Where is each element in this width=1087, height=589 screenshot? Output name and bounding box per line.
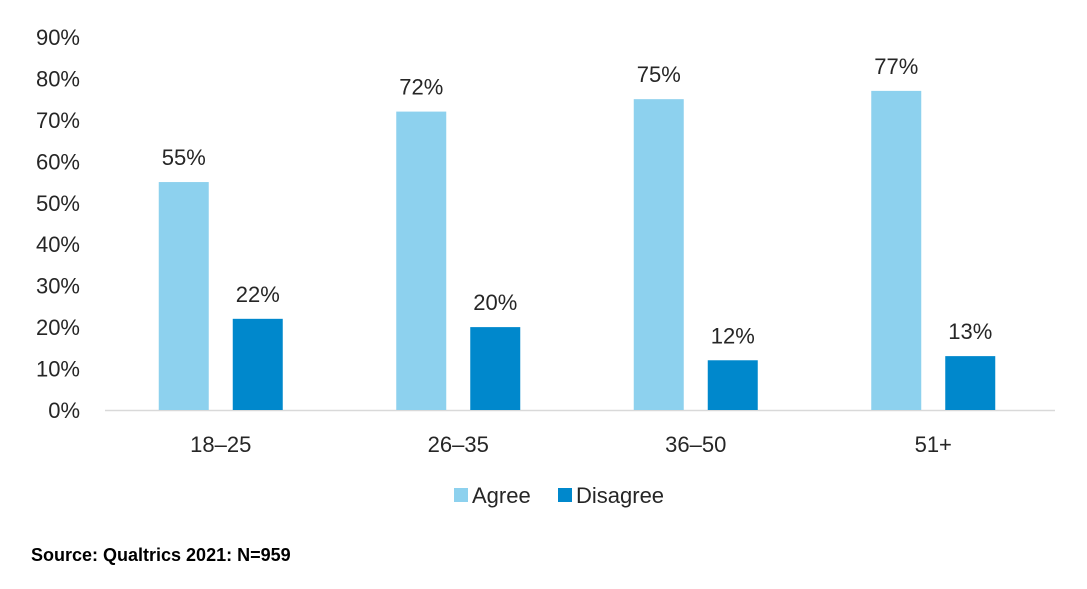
bar-agree bbox=[396, 111, 447, 410]
legend-swatch-agree bbox=[454, 488, 468, 502]
bar-agree bbox=[158, 182, 209, 410]
data-label: 55% bbox=[162, 145, 206, 170]
bar-agree bbox=[633, 99, 684, 411]
bar-disagree bbox=[232, 318, 283, 410]
data-label: 20% bbox=[473, 290, 517, 315]
data-label: 77% bbox=[874, 54, 918, 79]
data-label: 75% bbox=[637, 62, 681, 87]
legend-swatch-disagree bbox=[558, 488, 572, 502]
x-tick-label: 26–35 bbox=[428, 432, 489, 457]
y-tick-label: 90% bbox=[36, 25, 80, 50]
y-tick-label: 80% bbox=[36, 66, 80, 91]
source-note: Source: Qualtrics 2021: N=959 bbox=[31, 545, 291, 565]
data-label: 22% bbox=[236, 282, 280, 307]
legend-label-agree: Agree bbox=[472, 483, 531, 508]
x-tick-label: 51+ bbox=[915, 432, 952, 457]
x-tick-label: 18–25 bbox=[190, 432, 251, 457]
data-label: 12% bbox=[711, 323, 755, 348]
y-tick-label: 60% bbox=[36, 149, 80, 174]
y-tick-label: 10% bbox=[36, 357, 80, 382]
bar-disagree bbox=[945, 356, 996, 410]
y-tick-label: 20% bbox=[36, 315, 80, 340]
legend-label-disagree: Disagree bbox=[576, 483, 664, 508]
y-tick-label: 50% bbox=[36, 191, 80, 216]
bar-disagree bbox=[707, 360, 758, 410]
x-tick-label: 36–50 bbox=[665, 432, 726, 457]
y-tick-label: 0% bbox=[48, 398, 80, 423]
bar-disagree bbox=[470, 327, 521, 410]
data-label: 72% bbox=[399, 75, 443, 100]
data-label: 13% bbox=[948, 319, 992, 344]
bar-chart: 0% 10% 20% 30% 40% 50% 60% 70% 80% 90% 55% 22% 18–25… bbox=[36, 25, 1055, 508]
bar-agree bbox=[871, 90, 922, 410]
y-tick-label: 70% bbox=[36, 108, 80, 133]
y-tick-label: 30% bbox=[36, 274, 80, 299]
y-tick-label: 40% bbox=[36, 232, 80, 257]
